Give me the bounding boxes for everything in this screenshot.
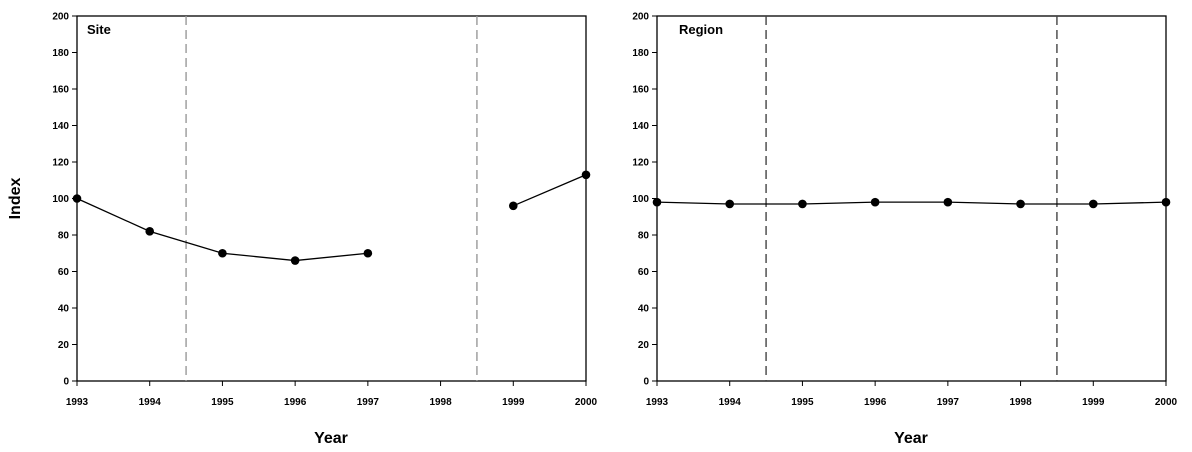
x-tick-label: 1994 [719, 397, 742, 408]
x-tick-label: 1993 [66, 397, 89, 408]
x-tick-label: 2000 [575, 397, 598, 408]
y-tick-label: 80 [638, 231, 650, 242]
y-tick-label: 40 [58, 304, 70, 315]
y-tick-label: 0 [63, 377, 69, 388]
x-tick-label: 1999 [502, 397, 525, 408]
y-tick-label: 60 [638, 267, 650, 278]
x-axis-title: Year [894, 430, 928, 447]
x-tick-label: 1995 [791, 397, 814, 408]
panel-label: Site [87, 22, 111, 37]
data-point [72, 194, 82, 203]
x-tick-label: 1994 [139, 397, 162, 408]
y-tick-label: 200 [52, 12, 69, 23]
x-tick-label: 1993 [646, 397, 669, 408]
y-tick-label: 0 [643, 377, 649, 388]
x-axis-title: Year [314, 430, 348, 447]
panel-label: Region [679, 22, 723, 37]
y-tick-label: 20 [638, 340, 650, 351]
plot-frame [76, 15, 587, 382]
series-line [656, 201, 1167, 205]
data-point [943, 197, 953, 207]
x-tick-label: 1998 [429, 397, 452, 408]
y-tick-label: 120 [52, 158, 69, 169]
y-tick-label: 100 [52, 194, 69, 205]
x-tick-label: 2000 [1155, 397, 1178, 408]
y-tick-label: 140 [632, 121, 649, 132]
x-tick-label: 1997 [937, 397, 960, 408]
y-tick-label: 200 [632, 12, 649, 23]
data-point [1161, 197, 1171, 207]
y-axis-title: Index [7, 178, 24, 220]
y-tick-label: 140 [52, 121, 69, 132]
plot-frame [656, 15, 1167, 382]
data-point [581, 170, 591, 180]
data-point [870, 197, 880, 207]
region-chart-panel: 0 20 40 60 80 100 120 140 160 180 200 1993 1994 1995 1… [632, 12, 1177, 448]
data-point [1088, 199, 1098, 209]
data-point [798, 199, 807, 209]
y-tick-label: 60 [58, 267, 70, 278]
data-point [1016, 199, 1025, 209]
y-tick-label: 160 [632, 85, 649, 96]
x-tick-label: 1998 [1009, 397, 1032, 408]
x-tick-label: 1996 [284, 397, 307, 408]
data-point [508, 201, 518, 211]
y-tick-label: 180 [52, 48, 69, 59]
y-tick-label: 80 [58, 231, 70, 242]
data-point [218, 248, 227, 258]
series-line [513, 174, 587, 207]
site-chart-panel: 0 20 40 60 80 100 120 140 160 180 200 1993 1994 1995 1… [7, 12, 598, 448]
x-tick-label: 1997 [357, 397, 380, 408]
data-point [363, 248, 373, 258]
data-point [652, 197, 662, 207]
y-tick-label: 160 [52, 85, 69, 96]
data-point [290, 256, 300, 265]
y-tick-label: 120 [632, 158, 649, 169]
x-tick-label: 1995 [211, 397, 234, 408]
y-tick-label: 20 [58, 340, 70, 351]
y-tick-label: 180 [632, 48, 649, 59]
data-point [725, 199, 735, 209]
y-tick-label: 40 [638, 304, 650, 315]
x-tick-label: 1996 [864, 397, 887, 408]
x-tick-label: 1999 [1082, 397, 1105, 408]
data-point [145, 227, 155, 236]
y-tick-label: 100 [632, 194, 649, 205]
